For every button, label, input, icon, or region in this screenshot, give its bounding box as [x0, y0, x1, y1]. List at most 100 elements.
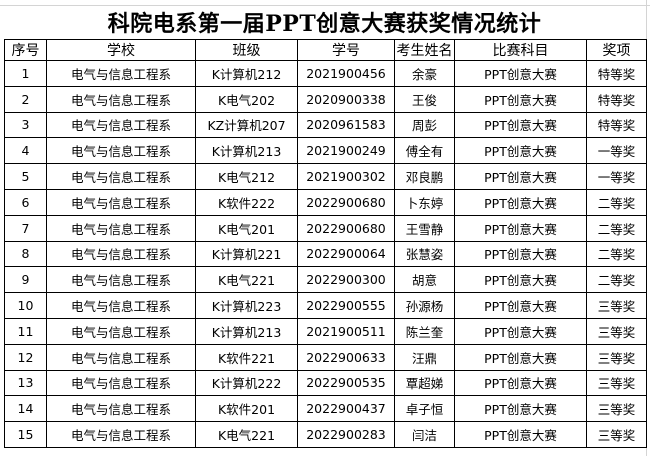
cell-name[interactable]: 覃超娣 — [394, 369, 455, 397]
cell-seq[interactable]: 10 — [4, 292, 47, 319]
cell-class[interactable]: KZ计算机207 — [195, 111, 298, 139]
sheet-title[interactable]: 科院电系第一届PPT创意大赛获奖情况统计 — [107, 11, 542, 37]
cell-class[interactable]: K电气201 — [195, 214, 298, 242]
cell-award[interactable]: 二等奖 — [586, 214, 647, 242]
cell-subject[interactable]: PPT创意大赛 — [454, 343, 587, 371]
cell-award[interactable]: 一等奖 — [586, 163, 647, 190]
cell-school[interactable]: 电气与信息工程系 — [46, 137, 196, 165]
cell-school[interactable]: 电气与信息工程系 — [46, 369, 196, 397]
cell-school[interactable]: 电气与信息工程系 — [46, 317, 196, 345]
cell-subject[interactable]: PPT创意大赛 — [454, 421, 587, 448]
cell-class[interactable]: K计算机213 — [195, 137, 298, 165]
cell-name[interactable]: 王雪静 — [394, 214, 455, 242]
cell-class[interactable]: K电气221 — [195, 266, 298, 294]
cell-award[interactable]: 特等奖 — [586, 60, 647, 87]
cell-seq[interactable]: 1 — [4, 60, 47, 87]
cell-student-id[interactable]: 2022900535 — [297, 369, 395, 397]
cell-student-id[interactable]: 2022900633 — [297, 343, 395, 371]
cell-award[interactable]: 特等奖 — [586, 85, 647, 113]
cell-name[interactable]: 王俊 — [394, 85, 455, 113]
cell-class[interactable]: K计算机222 — [195, 369, 298, 397]
cell-student-id[interactable]: 2020900338 — [297, 85, 395, 113]
cell-award[interactable]: 三等奖 — [586, 343, 647, 371]
cell-student-id[interactable]: 2022900437 — [297, 395, 395, 423]
header-award[interactable]: 奖项 — [586, 39, 647, 61]
cell-class[interactable]: K电气212 — [195, 163, 298, 190]
cell-seq[interactable]: 7 — [4, 214, 47, 242]
cell-name[interactable]: 闫洁 — [394, 421, 455, 448]
cell-subject[interactable]: PPT创意大赛 — [454, 111, 587, 139]
header-school[interactable]: 学校 — [46, 39, 196, 61]
cell-name[interactable]: 周彭 — [394, 111, 455, 139]
cell-subject[interactable]: PPT创意大赛 — [454, 395, 587, 423]
cell-name[interactable]: 卜东婷 — [394, 188, 455, 216]
cell-student-id[interactable]: 2021900456 — [297, 60, 395, 87]
cell-seq[interactable]: 3 — [4, 111, 47, 139]
cell-student-id[interactable]: 2022900680 — [297, 188, 395, 216]
cell-student-id[interactable]: 2022900283 — [297, 421, 395, 448]
cell-student-id[interactable]: 2020961583 — [297, 111, 395, 139]
cell-seq[interactable]: 12 — [4, 343, 47, 371]
cell-seq[interactable]: 6 — [4, 188, 47, 216]
cell-student-id[interactable]: 2021900511 — [297, 317, 395, 345]
cell-subject[interactable]: PPT创意大赛 — [454, 163, 587, 190]
cell-school[interactable]: 电气与信息工程系 — [46, 292, 196, 319]
cell-name[interactable]: 张慧姿 — [394, 240, 455, 268]
cell-subject[interactable]: PPT创意大赛 — [454, 240, 587, 268]
cell-subject[interactable]: PPT创意大赛 — [454, 188, 587, 216]
cell-seq[interactable]: 15 — [4, 421, 47, 448]
cell-school[interactable]: 电气与信息工程系 — [46, 85, 196, 113]
cell-name[interactable]: 陈兰奎 — [394, 317, 455, 345]
cell-subject[interactable]: PPT创意大赛 — [454, 292, 587, 319]
cell-award[interactable]: 二等奖 — [586, 240, 647, 268]
cell-subject[interactable]: PPT创意大赛 — [454, 214, 587, 242]
cell-seq[interactable]: 14 — [4, 395, 47, 423]
cell-name[interactable]: 傅全有 — [394, 137, 455, 165]
cell-student-id[interactable]: 2022900300 — [297, 266, 395, 294]
cell-school[interactable]: 电气与信息工程系 — [46, 188, 196, 216]
cell-name[interactable]: 胡意 — [394, 266, 455, 294]
cell-award[interactable]: 三等奖 — [586, 292, 647, 319]
cell-award[interactable]: 二等奖 — [586, 266, 647, 294]
header-seq[interactable]: 序号 — [4, 39, 47, 61]
cell-student-id[interactable]: 2022900680 — [297, 214, 395, 242]
cell-seq[interactable]: 4 — [4, 137, 47, 165]
cell-school[interactable]: 电气与信息工程系 — [46, 111, 196, 139]
cell-seq[interactable]: 9 — [4, 266, 47, 294]
cell-school[interactable]: 电气与信息工程系 — [46, 266, 196, 294]
cell-seq[interactable]: 8 — [4, 240, 47, 268]
cell-class[interactable]: K软件221 — [195, 343, 298, 371]
cell-school[interactable]: 电气与信息工程系 — [46, 343, 196, 371]
cell-student-id[interactable]: 2021900302 — [297, 163, 395, 190]
cell-school[interactable]: 电气与信息工程系 — [46, 214, 196, 242]
header-class[interactable]: 班级 — [195, 39, 298, 61]
cell-subject[interactable]: PPT创意大赛 — [454, 85, 587, 113]
cell-award[interactable]: 三等奖 — [586, 421, 647, 448]
cell-seq[interactable]: 13 — [4, 369, 47, 397]
cell-seq[interactable]: 2 — [4, 85, 47, 113]
cell-class[interactable]: K计算机212 — [195, 60, 298, 87]
cell-name[interactable]: 余豪 — [394, 60, 455, 87]
cell-name[interactable]: 邓良鹏 — [394, 163, 455, 190]
cell-seq[interactable]: 11 — [4, 317, 47, 345]
cell-class[interactable]: K电气202 — [195, 85, 298, 113]
cell-award[interactable]: 三等奖 — [586, 395, 647, 423]
header-subject[interactable]: 比赛科目 — [454, 39, 587, 61]
cell-student-id[interactable]: 2022900064 — [297, 240, 395, 268]
cell-class[interactable]: K软件222 — [195, 188, 298, 216]
cell-subject[interactable]: PPT创意大赛 — [454, 266, 587, 294]
cell-subject[interactable]: PPT创意大赛 — [454, 137, 587, 165]
cell-subject[interactable]: PPT创意大赛 — [454, 60, 587, 87]
cell-award[interactable]: 二等奖 — [586, 188, 647, 216]
cell-student-id[interactable]: 2021900249 — [297, 137, 395, 165]
cell-school[interactable]: 电气与信息工程系 — [46, 163, 196, 190]
cell-student-id[interactable]: 2022900555 — [297, 292, 395, 319]
cell-subject[interactable]: PPT创意大赛 — [454, 369, 587, 397]
header-name[interactable]: 考生姓名 — [394, 39, 455, 61]
cell-class[interactable]: K计算机223 — [195, 292, 298, 319]
cell-award[interactable]: 一等奖 — [586, 137, 647, 165]
cell-seq[interactable]: 5 — [4, 163, 47, 190]
cell-class[interactable]: K计算机221 — [195, 240, 298, 268]
cell-award[interactable]: 三等奖 — [586, 369, 647, 397]
cell-class[interactable]: K电气221 — [195, 421, 298, 448]
